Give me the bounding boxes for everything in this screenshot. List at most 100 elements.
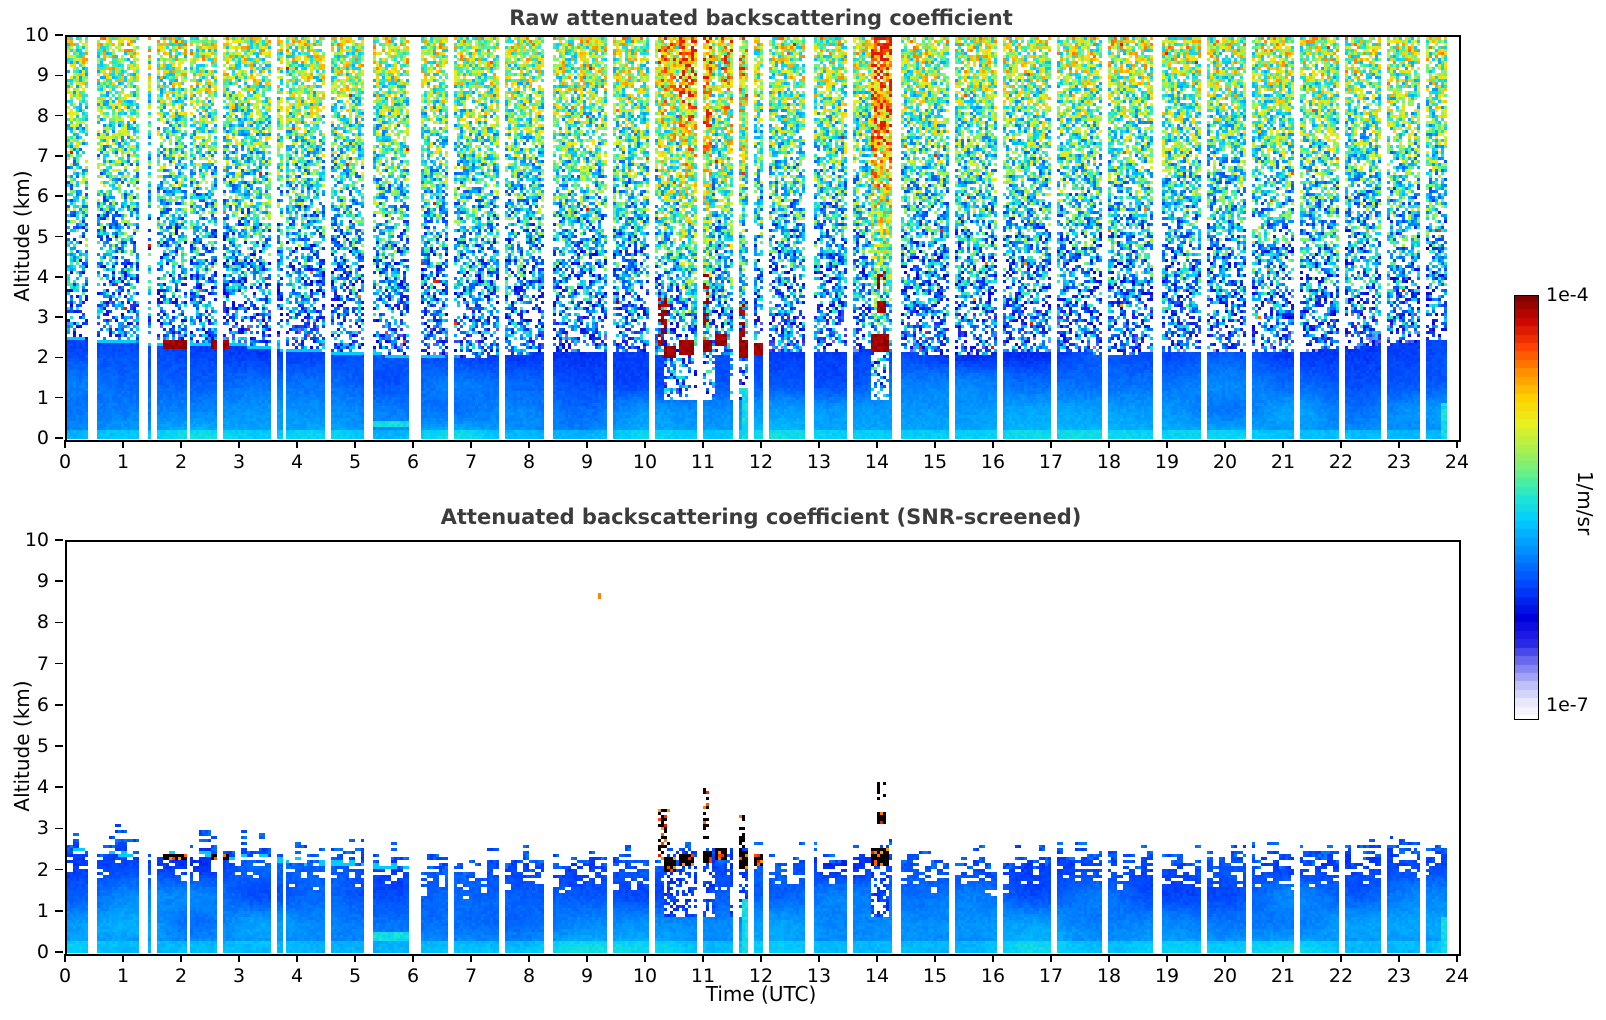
x-tick: [1224, 440, 1226, 448]
x-tick: [1456, 954, 1458, 962]
panel-raw-title: Raw attenuated backscattering coefficien…: [509, 6, 1013, 30]
x-tick-label: 24: [1444, 451, 1470, 473]
x-tick-label: 9: [580, 965, 594, 987]
x-tick-label: 19: [1154, 451, 1180, 473]
x-tick-label: 23: [1386, 965, 1412, 987]
y-tick-label: 0: [36, 427, 49, 449]
y-tick-label: 8: [36, 611, 49, 634]
colorbar-units-label: 1/m/sr: [1573, 470, 1597, 536]
x-tick-label: 18: [1096, 965, 1122, 987]
y-tick: [55, 396, 63, 399]
x-tick-label: 9: [580, 451, 594, 473]
y-tick-label: 3: [36, 306, 49, 329]
x-tick: [818, 954, 820, 962]
x-tick-label: 4: [290, 965, 304, 987]
x-tick-label: 22: [1328, 965, 1354, 987]
x-tick-label: 6: [406, 965, 420, 987]
y-tick: [55, 195, 63, 197]
x-tick: [644, 954, 646, 962]
y-tick: [55, 235, 63, 238]
x-tick: [702, 954, 704, 962]
panel-raw-heatmap: [65, 35, 1461, 442]
x-tick: [934, 440, 936, 448]
x-tick: [412, 954, 414, 962]
y-tick: [55, 155, 63, 157]
y-tick-label: 0: [36, 941, 49, 963]
y-tick: [55, 827, 63, 830]
x-tick-label: 15: [922, 451, 948, 473]
x-tick: [1108, 954, 1110, 962]
x-tick-label: 4: [290, 451, 304, 473]
screened-backscatter-canvas: [67, 542, 1459, 954]
x-tick-label: 19: [1154, 965, 1180, 987]
x-tick-label: 10: [632, 965, 658, 987]
y-tick: [55, 580, 63, 582]
y-tick-label: 2: [36, 858, 49, 881]
y-tick-label: 9: [36, 570, 49, 593]
colorbar-min-label: 1e-7: [1546, 694, 1589, 716]
x-tick: [1340, 954, 1342, 962]
y-tick-label: 9: [36, 64, 49, 87]
x-tick: [760, 440, 762, 448]
x-tick: [876, 954, 878, 962]
y-tick: [55, 316, 63, 318]
x-tick-label: 1: [116, 451, 130, 473]
x-tick: [1398, 440, 1400, 448]
x-tick: [1108, 440, 1110, 448]
x-tick-label: 17: [1038, 965, 1064, 987]
y-tick-label: 1: [36, 899, 49, 922]
x-tick-label: 8: [522, 451, 536, 473]
x-tick-label: 14: [864, 451, 890, 473]
y-tick-label: 5: [36, 735, 49, 757]
y-tick: [55, 539, 63, 541]
x-tick-label: 14: [864, 965, 890, 987]
y-tick-label: 1: [36, 386, 49, 409]
x-tick: [528, 440, 530, 448]
x-tick: [992, 954, 994, 962]
x-tick: [992, 440, 994, 448]
x-tick-label: 12: [748, 451, 774, 473]
colorbar-gradient-canvas: [1515, 296, 1538, 719]
x-tick: [1224, 954, 1226, 962]
x-tick-label: 5: [348, 965, 362, 987]
x-tick-label: 5: [348, 451, 362, 473]
x-tick: [354, 440, 356, 448]
x-tick: [934, 954, 936, 962]
x-tick-label: 6: [406, 451, 420, 473]
y-tick: [55, 74, 63, 77]
x-tick: [122, 954, 124, 962]
y-tick: [55, 276, 63, 278]
x-tick: [180, 440, 182, 448]
x-tick: [644, 440, 646, 448]
x-tick: [354, 954, 356, 962]
x-tick: [470, 440, 472, 448]
x-tick: [876, 440, 878, 448]
y-tick: [55, 868, 63, 871]
x-tick-label: 8: [522, 965, 536, 987]
raw-backscatter-canvas: [67, 37, 1459, 440]
y-tick-label: 2: [36, 346, 49, 369]
x-tick: [1398, 954, 1400, 962]
y-tick: [55, 951, 63, 953]
x-tick-label: 11: [690, 965, 716, 987]
x-tick-label: 3: [232, 451, 246, 473]
y-tick: [55, 356, 63, 359]
y-tick: [55, 621, 63, 624]
y-tick-label: 5: [36, 225, 49, 248]
x-tick: [238, 440, 240, 448]
y-tick-label: 8: [36, 104, 49, 127]
x-tick: [1050, 440, 1052, 448]
y-tick: [55, 114, 63, 117]
x-tick-label: 20: [1212, 451, 1238, 473]
x-tick: [296, 954, 298, 962]
x-tick-label: 0: [58, 965, 72, 987]
y-tick-label: 7: [36, 652, 49, 675]
x-tick-label: 13: [806, 965, 832, 987]
x-tick-label: 3: [232, 965, 246, 987]
x-tick: [760, 954, 762, 962]
y-tick-label: 4: [36, 776, 49, 799]
panel-screened-heatmap: [65, 540, 1461, 956]
x-tick-label: 2: [174, 965, 188, 987]
y-tick-label: 7: [36, 144, 49, 167]
